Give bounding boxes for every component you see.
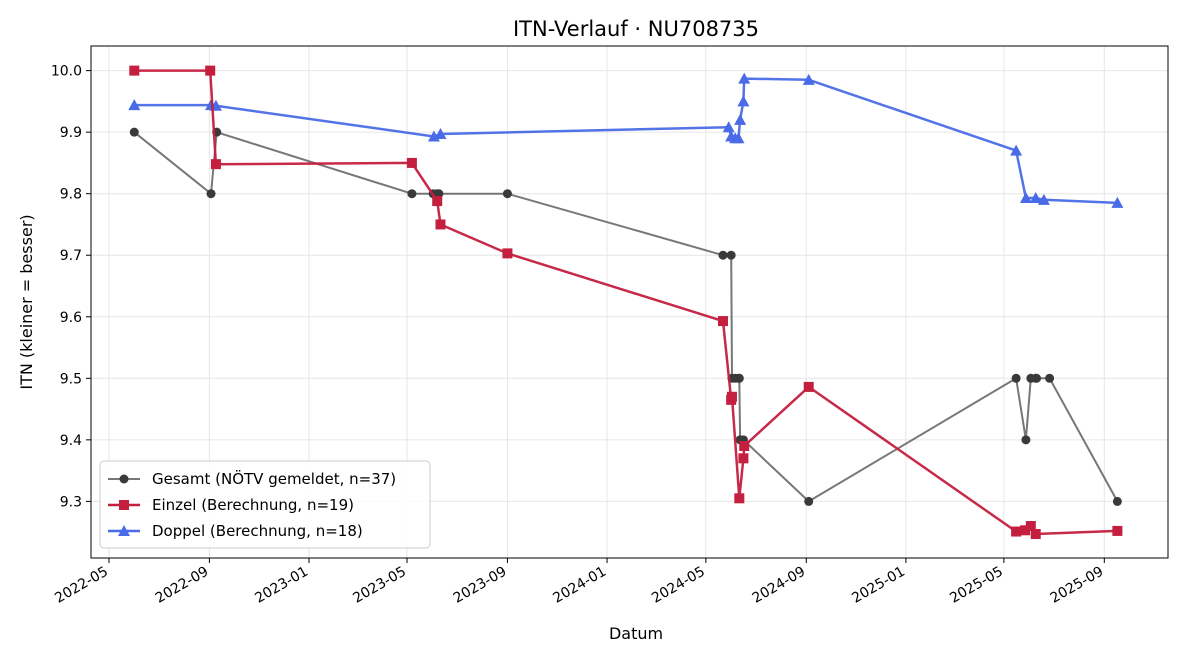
x-tick-label: 2025-09 <box>1048 564 1107 607</box>
data-point-doppel <box>734 113 747 125</box>
chart-title: ITN-Verlauf · NU708735 <box>513 17 759 41</box>
y-tick-label: 9.3 <box>60 494 82 510</box>
data-point-doppel <box>1037 193 1050 205</box>
legend-label-gesamt: Gesamt (NÖTV gemeldet, n=37) <box>152 469 396 488</box>
x-tick-label: 2022-09 <box>153 564 212 607</box>
y-tick-label: 9.5 <box>60 371 82 387</box>
series-layer <box>128 65 1124 539</box>
data-point-einzel <box>205 65 216 76</box>
data-point-gesamt <box>502 189 512 199</box>
data-point-gesamt <box>1032 373 1042 383</box>
data-point-einzel <box>1025 521 1036 531</box>
series-doppel <box>128 72 1124 208</box>
x-tick-label: 2025-01 <box>849 564 908 607</box>
data-point-gesamt <box>206 189 216 199</box>
legend-box <box>99 460 431 549</box>
data-point-doppel <box>1029 192 1042 203</box>
data-point-gesamt <box>804 496 814 506</box>
y-tick-label: 9.9 <box>60 125 82 141</box>
data-point-einzel <box>717 316 728 327</box>
data-point-einzel <box>1011 526 1022 537</box>
data-point-einzel <box>803 381 814 392</box>
x-axis: 2022-05 2022-09 2023-01 2023-05 2023-09 2024-… <box>52 558 1106 607</box>
data-point-doppel <box>738 72 751 84</box>
data-point-doppel <box>1019 192 1032 203</box>
data-point-doppel <box>1111 196 1124 208</box>
legend-label-doppel: Doppel (Berechnung, n=18) <box>152 522 363 540</box>
x-tick-label: 2025-05 <box>947 564 1006 607</box>
data-point-einzel <box>734 493 745 504</box>
y-axis-title: ITN (kleiner = besser) <box>17 214 36 389</box>
y-tick-label: 10.0 <box>51 64 82 80</box>
x-tick-label: 2023-09 <box>451 564 510 607</box>
data-point-gesamt <box>1011 373 1021 383</box>
series-einzel <box>129 65 1123 539</box>
data-point-gesamt <box>1021 435 1031 445</box>
data-point-einzel <box>1030 529 1041 539</box>
data-point-gesamt <box>129 127 139 137</box>
x-tick-label: 2022-05 <box>52 564 111 607</box>
data-point-einzel <box>432 196 443 207</box>
data-point-einzel <box>406 157 417 168</box>
data-point-einzel <box>210 159 221 170</box>
y-tick-label: 9.6 <box>60 310 82 326</box>
legend-marker-doppel <box>118 525 130 536</box>
data-point-gesamt <box>1045 373 1055 383</box>
data-point-doppel <box>722 121 735 133</box>
x-tick-label: 2023-01 <box>252 564 311 607</box>
data-point-doppel <box>1010 144 1023 156</box>
data-point-gesamt <box>1112 496 1122 506</box>
y-tick-label: 9.8 <box>60 187 82 203</box>
legend: Gesamt (NÖTV gemeldet, n=37) Einzel (Ber… <box>99 460 431 549</box>
legend-marker-gesamt <box>119 474 129 484</box>
legend-label-einzel: Einzel (Berechnung, n=19) <box>152 496 354 514</box>
plot-frame <box>90 45 1169 559</box>
legend-marker-einzel <box>119 500 129 510</box>
series-line-doppel <box>134 77 1118 205</box>
data-point-gesamt <box>718 250 728 260</box>
x-tick-label: 2024-01 <box>550 564 609 607</box>
y-tick-label: 9.7 <box>60 248 82 264</box>
data-point-einzel <box>1020 525 1031 536</box>
x-tick-label: 2024-05 <box>649 564 708 607</box>
data-point-doppel <box>128 99 141 111</box>
data-point-doppel <box>802 73 815 85</box>
x-tick-label: 2024-09 <box>750 564 809 607</box>
data-point-doppel <box>434 128 447 139</box>
data-point-gesamt <box>407 189 417 199</box>
y-axis: 9.3 9.4 9.5 9.6 9.7 9.8 9.9 10.0 <box>51 64 91 510</box>
data-point-gesamt <box>434 189 444 199</box>
data-point-einzel <box>738 453 749 464</box>
data-point-einzel <box>502 248 513 259</box>
data-point-doppel <box>732 132 745 144</box>
data-point-einzel <box>129 65 140 76</box>
data-point-gesamt <box>726 250 736 260</box>
data-point-einzel <box>739 441 750 451</box>
x-tick-label: 2023-05 <box>350 564 409 607</box>
data-point-einzel <box>1112 525 1123 536</box>
data-point-doppel <box>737 95 750 107</box>
y-tick-label: 9.4 <box>60 433 82 449</box>
data-point-gesamt <box>734 373 744 383</box>
data-point-einzel <box>726 391 737 402</box>
data-point-einzel <box>435 219 446 230</box>
x-axis-title: Datum <box>609 624 663 643</box>
